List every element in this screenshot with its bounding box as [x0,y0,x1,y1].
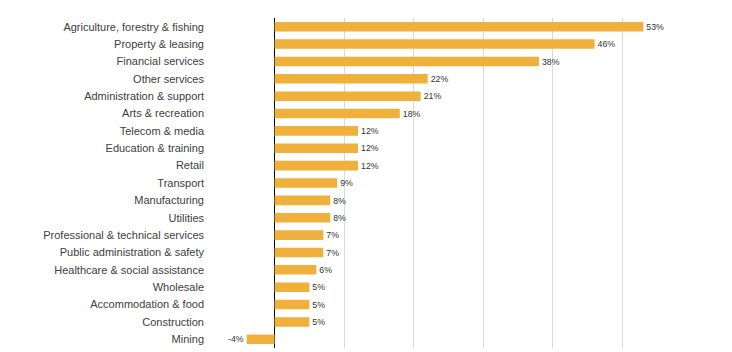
svg-text:Healthcare & social assistance: Healthcare & social assistance [54,264,204,276]
svg-text:Public administration & safety: Public administration & safety [60,246,205,258]
svg-text:8%: 8% [333,213,346,223]
svg-text:46%: 46% [598,39,616,49]
svg-text:18%: 18% [403,109,421,119]
svg-text:5%: 5% [312,300,325,310]
svg-text:Mining: Mining [172,333,204,345]
svg-text:Telecom & media: Telecom & media [120,125,205,137]
svg-text:Wholesale: Wholesale [153,281,204,293]
svg-text:7%: 7% [326,230,339,240]
svg-text:6%: 6% [319,265,332,275]
svg-text:Education & training: Education & training [106,142,204,154]
svg-text:21%: 21% [424,91,442,101]
svg-text:Transport: Transport [157,177,204,189]
svg-text:Arts & recreation: Arts & recreation [122,107,204,119]
svg-text:9%: 9% [340,178,353,188]
svg-text:Retail: Retail [176,159,204,171]
svg-text:Financial services: Financial services [117,55,205,67]
svg-text:22%: 22% [431,74,449,84]
svg-text:Manufacturing: Manufacturing [134,194,204,206]
svg-text:38%: 38% [542,57,560,67]
svg-text:Utilities: Utilities [169,212,205,224]
svg-text:Other services: Other services [133,73,204,85]
svg-text:12%: 12% [361,143,379,153]
svg-text:Property & leasing: Property & leasing [114,38,204,50]
svg-text:5%: 5% [312,282,325,292]
svg-text:8%: 8% [333,196,346,206]
svg-text:Agriculture, forestry & fishin: Agriculture, forestry & fishing [63,21,204,33]
svg-text:53%: 53% [646,22,664,32]
svg-text:12%: 12% [361,161,379,171]
svg-text:-4%: -4% [228,334,244,344]
svg-text:5%: 5% [312,317,325,327]
svg-text:Construction: Construction [142,316,204,328]
svg-text:7%: 7% [326,248,339,258]
svg-text:Administration & support: Administration & support [84,90,204,102]
svg-text:12%: 12% [361,126,379,136]
svg-text:Accommodation & food: Accommodation & food [90,298,204,310]
svg-text:Professional & technical servi: Professional & technical services [43,229,204,241]
